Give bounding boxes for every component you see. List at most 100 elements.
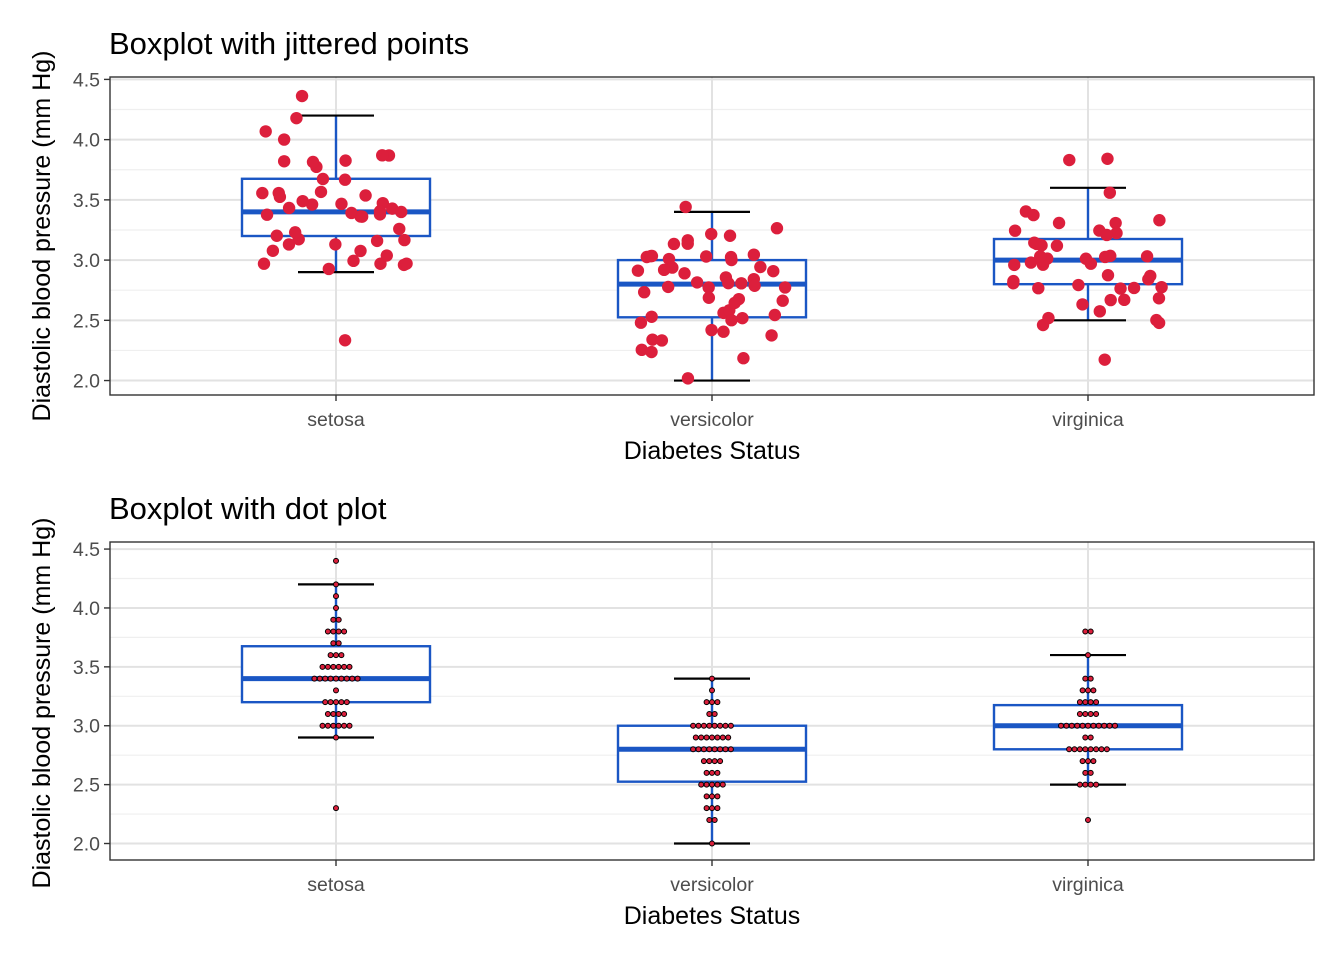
data-point: [655, 334, 669, 347]
data-point: [709, 687, 715, 694]
data-point: [1027, 208, 1040, 222]
data-point: [322, 699, 329, 706]
data-point: [1082, 628, 1089, 635]
data-point: [657, 263, 671, 277]
data-point: [1093, 710, 1100, 717]
data-point: [706, 722, 713, 729]
data-point: [679, 200, 692, 214]
data-point: [341, 663, 348, 670]
data-point: [335, 628, 342, 635]
data-point: [393, 222, 406, 236]
data-point: [395, 205, 408, 219]
data-point: [319, 663, 326, 670]
data-point: [709, 769, 715, 776]
data-point: [702, 291, 716, 304]
data-point: [709, 781, 715, 788]
data-point: [703, 781, 710, 788]
data-point: [305, 198, 319, 211]
data-point: [1087, 699, 1094, 706]
data-point: [1112, 722, 1118, 729]
data-point: [330, 722, 337, 729]
data-point: [754, 260, 767, 274]
data-point: [706, 816, 713, 823]
data-point: [335, 197, 348, 211]
y-tick-label: 3.5: [73, 657, 100, 679]
y-tick-label: 2.5: [73, 310, 100, 332]
data-point: [1110, 226, 1123, 240]
data-point: [338, 173, 352, 186]
data-point: [349, 675, 356, 682]
data-point: [338, 699, 345, 706]
data-point: [717, 325, 730, 338]
data-point: [333, 734, 339, 741]
data-point: [330, 640, 337, 647]
data-point: [346, 722, 353, 729]
data-point: [747, 248, 761, 261]
data-point: [1085, 652, 1091, 659]
data-point: [1063, 153, 1076, 167]
data-point: [1153, 214, 1166, 227]
x-axis-ticks: setosa versicolor virginica: [307, 395, 1124, 431]
x-tick-label: versicolor: [670, 874, 754, 896]
y-tick-label: 3.0: [73, 716, 100, 738]
data-point: [257, 257, 271, 270]
data-point: [709, 734, 715, 741]
data-point: [1087, 746, 1094, 753]
data-point: [1118, 293, 1131, 307]
data-point: [727, 722, 734, 729]
data-point: [296, 194, 309, 208]
data-point: [333, 557, 339, 564]
x-tick-label: virginica: [1052, 409, 1124, 431]
data-point: [1050, 239, 1064, 252]
data-point: [1087, 769, 1094, 776]
data-point: [288, 226, 302, 239]
data-point: [709, 793, 715, 800]
data-point: [1087, 710, 1094, 717]
data-point: [711, 816, 718, 823]
data-point: [335, 640, 342, 647]
data-point: [1076, 298, 1089, 311]
data-point: [690, 722, 697, 729]
data-point: [703, 805, 710, 812]
data-point: [1104, 293, 1117, 307]
data-point: [703, 793, 710, 800]
data-point: [1087, 734, 1094, 741]
data-point: [635, 343, 648, 357]
data-point: [1079, 252, 1093, 265]
data-point: [370, 234, 384, 248]
data-point: [711, 758, 718, 765]
data-point: [667, 237, 681, 251]
data-point: [327, 652, 334, 659]
data-point: [347, 254, 360, 268]
data-point: [316, 172, 330, 186]
data-point: [343, 675, 350, 682]
data-point: [354, 244, 367, 258]
data-point: [1076, 710, 1083, 717]
y-axis-ticks: 2.0 2.5 3.0 3.5 4.0 4.5: [73, 69, 110, 393]
data-point: [1101, 152, 1114, 165]
data-point: [335, 616, 342, 623]
point-layer: [256, 89, 1168, 385]
data-point: [1068, 722, 1075, 729]
data-point: [645, 310, 658, 323]
data-point: [1106, 722, 1113, 729]
data-point: [1058, 722, 1064, 729]
data-point: [736, 311, 749, 325]
data-point: [1082, 699, 1089, 706]
data-point: [333, 593, 339, 600]
data-point: [335, 663, 342, 670]
data-point: [1007, 274, 1020, 288]
data-point: [306, 155, 320, 169]
data-point: [778, 281, 792, 294]
data-point: [714, 805, 721, 812]
data-point: [646, 333, 659, 346]
data-point: [1140, 250, 1154, 263]
data-point: [1032, 282, 1045, 295]
data-point: [1008, 224, 1022, 237]
data-point: [1076, 746, 1083, 753]
y-axis-ticks: 2.0 2.5 3.0 3.5 4.0 4.5: [73, 539, 110, 856]
data-point: [1090, 687, 1097, 694]
data-point: [1079, 758, 1086, 765]
data-point: [711, 746, 718, 753]
data-point: [1024, 256, 1038, 269]
